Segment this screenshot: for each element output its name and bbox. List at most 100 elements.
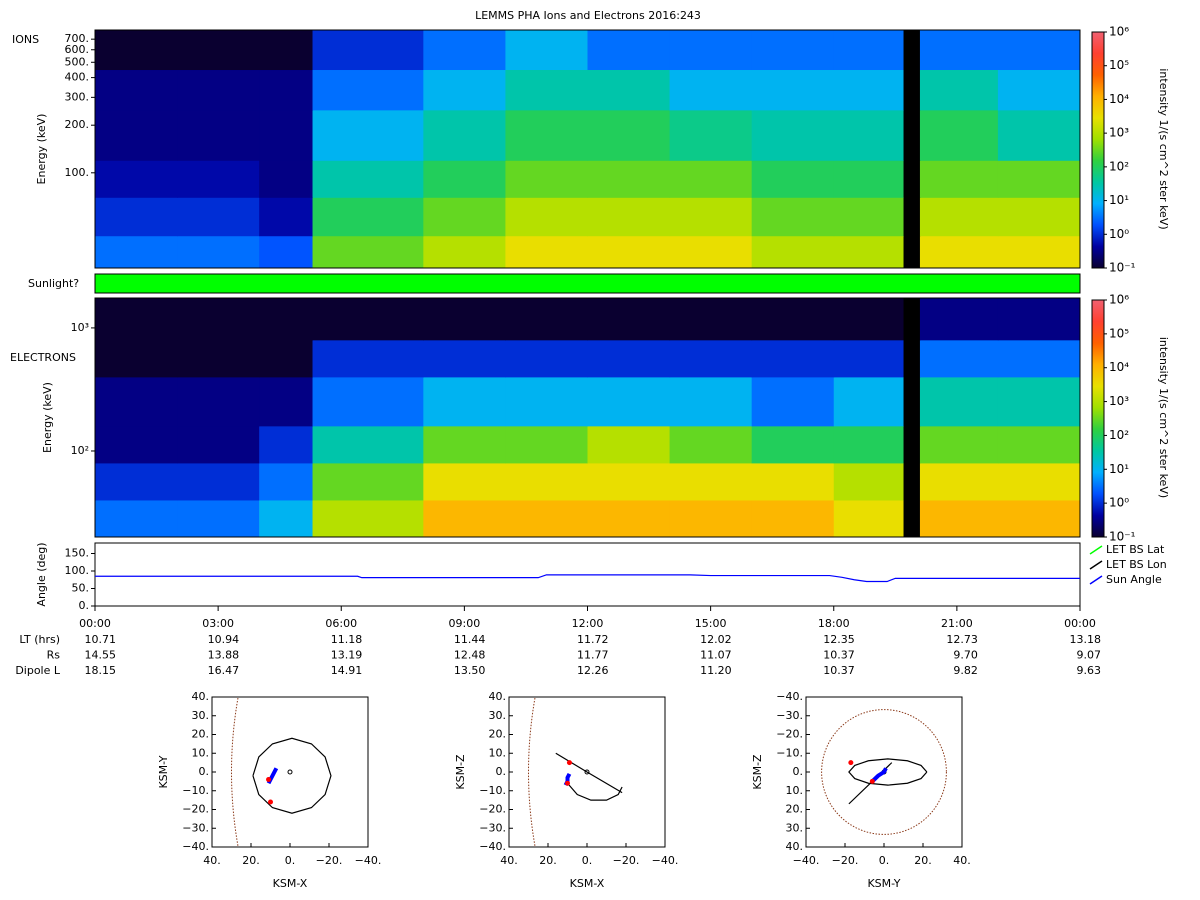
heatmap-cell [259, 197, 314, 237]
panel-label: Sunlight? [28, 277, 79, 290]
heatmap-cell [919, 425, 999, 464]
colorbar-label: intensity 1/(s cm^2 ster keV) [1157, 68, 1170, 229]
colorbar-tick-label: 10⁶ [1109, 25, 1129, 39]
heatmap-cell [312, 235, 424, 269]
heatmap-cell [312, 197, 424, 237]
x-tick-label: 12:00 [572, 617, 604, 630]
ephemeris-value: 18.15 [85, 664, 117, 677]
x-tick-label: −20. [832, 854, 859, 867]
heatmap-cell [95, 376, 178, 427]
heatmap-cell [919, 197, 999, 237]
data-gap [903, 197, 921, 237]
heatmap-cell [587, 298, 671, 341]
colorbar-tick-label: 10⁶ [1109, 293, 1129, 307]
x-tick-label: 20. [539, 854, 557, 867]
heatmap-cell [423, 109, 506, 161]
heatmap-cell [423, 425, 506, 464]
heatmap-cell [505, 425, 588, 464]
y-tick-label: 10. [192, 746, 210, 759]
data-gap [903, 376, 921, 427]
line-series [95, 574, 1080, 583]
heatmap-cell [259, 160, 314, 198]
y-axis-label: Energy (keV) [35, 114, 48, 185]
y-tick-label: 100. [65, 564, 90, 577]
y-tick-label: 700. [65, 32, 90, 45]
ephemeris-value: 11.20 [700, 664, 732, 677]
heatmap-cell [751, 499, 835, 538]
heatmap-cell [919, 109, 999, 161]
colorbar-tick-label: 10⁻¹ [1109, 261, 1136, 275]
orbit-track [252, 737, 332, 814]
heatmap-cell [751, 235, 835, 269]
saturn [287, 769, 293, 775]
y-tick-label: 0. [199, 765, 210, 778]
heatmap-cell [259, 499, 314, 538]
heatmap-cell [423, 376, 506, 427]
data-gap [903, 235, 921, 269]
heatmap-cell [997, 425, 1081, 464]
heatmap-cell [997, 197, 1081, 237]
heatmap-cell [95, 298, 178, 341]
x-tick-label: 15:00 [695, 617, 727, 630]
heatmap-cell [177, 109, 260, 161]
ephemeris-value: 9.70 [953, 649, 978, 662]
ephemeris-value: 13.18 [1070, 633, 1102, 646]
heatmap-cell [919, 499, 999, 538]
y-tick-label: 150. [65, 547, 90, 560]
saturn [584, 769, 590, 775]
y-tick-label: −10. [776, 746, 803, 759]
heatmap-cell [505, 197, 588, 237]
heatmap-cell [505, 339, 588, 378]
colorbar-label: intensity 1/(s cm^2 ster keV) [1157, 337, 1170, 498]
ephemeris-label: LT (hrs) [19, 633, 60, 646]
heatmap-cell [669, 462, 753, 501]
x-tick-label: −20. [613, 854, 640, 867]
heatmap-cell [95, 235, 178, 269]
heatmap-cell [95, 69, 178, 111]
heatmap-cell [312, 462, 424, 501]
heatmap-cell [833, 298, 905, 341]
y-axis-label: KSM-Y [157, 755, 170, 788]
y-axis-label: KSM-Z [454, 754, 467, 790]
ephemeris-value: 13.88 [208, 649, 240, 662]
heatmap-cell [997, 235, 1081, 269]
heatmap-cell [997, 298, 1081, 341]
y-tick-label: 0. [496, 765, 507, 778]
y-tick-label: 300. [65, 90, 90, 103]
heatmap-cell [751, 425, 835, 464]
y-tick-label: −20. [182, 803, 209, 816]
heatmap-cell [587, 235, 671, 269]
data-gap [903, 462, 921, 501]
y-tick-label: 30. [786, 821, 804, 834]
colorbar-tick-label: 10⁰ [1109, 496, 1129, 510]
heatmap-cell [177, 235, 260, 269]
heatmap-cell [177, 376, 260, 427]
legend-swatch [1089, 560, 1103, 570]
heatmap-cell [587, 339, 671, 378]
x-tick-label: −20. [316, 854, 343, 867]
x-axis-label: KSM-X [570, 877, 605, 890]
heatmap-cell [751, 298, 835, 341]
heatmap-cell [177, 197, 260, 237]
heatmap-cell [177, 499, 260, 538]
heatmap-cell [312, 160, 424, 198]
data-gap [903, 30, 921, 71]
legend-swatch [1089, 545, 1103, 555]
x-tick-label: 20. [242, 854, 260, 867]
colorbar [1091, 31, 1105, 269]
heatmap-cell [833, 499, 905, 538]
x-tick-label: 0. [879, 854, 890, 867]
orbit-marker [565, 780, 570, 786]
x-tick-label: −40. [652, 854, 679, 867]
heatmap-cell [919, 160, 999, 198]
y-tick-label: −20. [776, 728, 803, 741]
x-tick-label: 40. [500, 854, 518, 867]
colorbar-tick-label: 10¹ [1109, 193, 1129, 207]
ephemeris-value: 11.77 [577, 649, 609, 662]
ephemeris-value: 11.18 [331, 633, 363, 646]
orbit-marker [268, 799, 273, 805]
x-tick-label: 03:00 [202, 617, 234, 630]
heatmap-cell [751, 339, 835, 378]
heatmap-cell [833, 69, 905, 111]
heatmap-cell [312, 298, 424, 341]
